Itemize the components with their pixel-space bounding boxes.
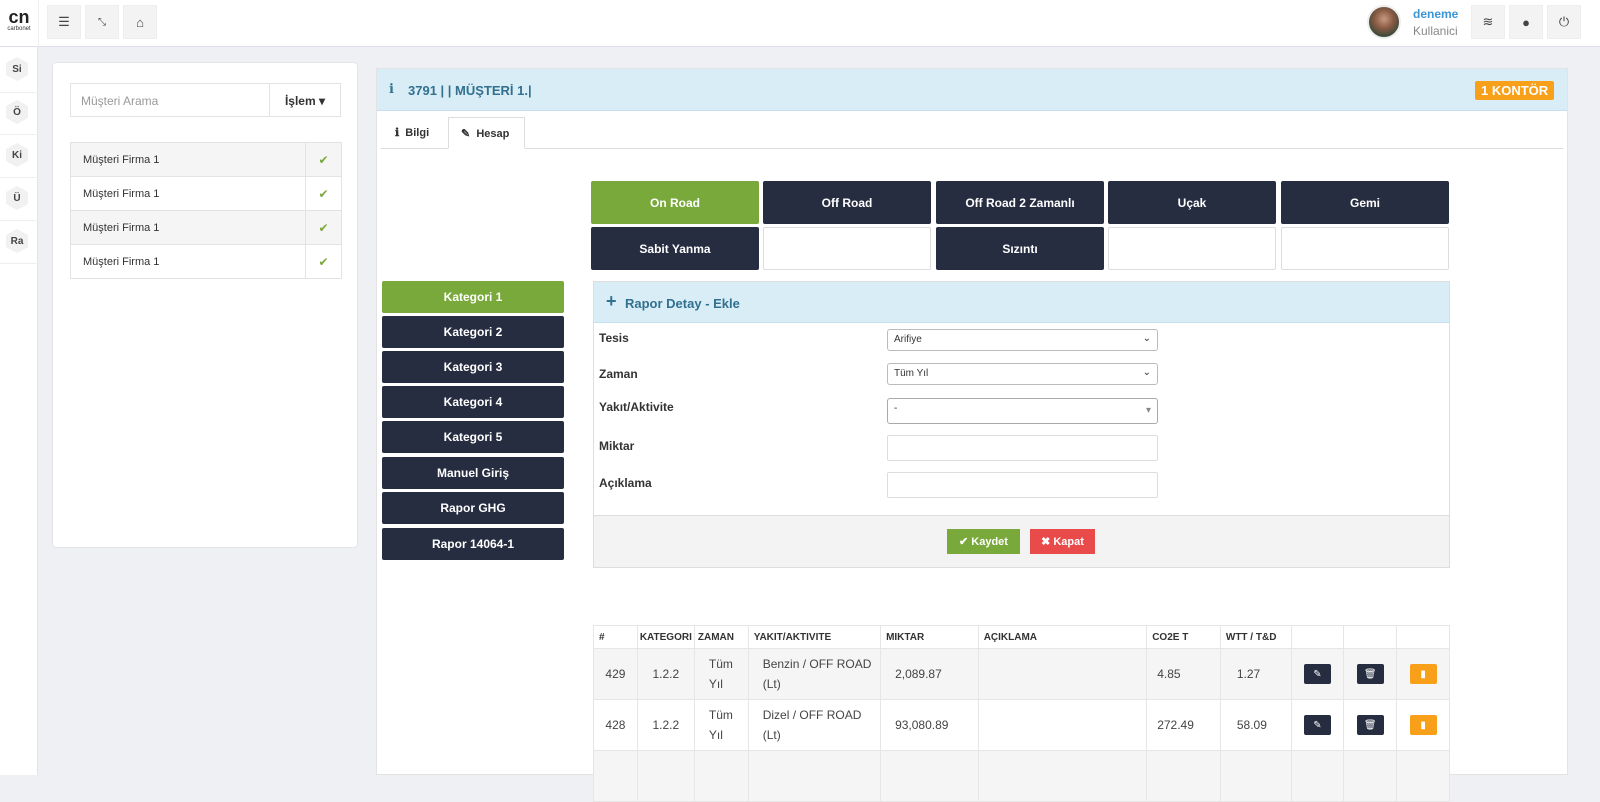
vehicle-leak[interactable]: Sızıntı <box>936 227 1104 270</box>
records-table: # KATEGORI ZAMAN YAKIT/AKTIVITE MIKTAR A… <box>593 625 1450 802</box>
vehicle-plane[interactable]: Uçak <box>1108 181 1276 224</box>
rail-item[interactable]: Ra <box>6 229 28 253</box>
miktar-input[interactable] <box>887 435 1158 461</box>
caret-down-icon: ▾ <box>1145 405 1151 416</box>
chevron-down-icon: ⌄ <box>1142 333 1151 344</box>
plus-icon: + <box>606 291 617 311</box>
category-5[interactable]: Kategori 5 <box>382 421 564 453</box>
check-icon: ✔ <box>305 177 341 210</box>
menu-button[interactable]: ☰ <box>47 5 81 39</box>
check-icon: ✔ <box>305 211 341 244</box>
logo: cn carbonet <box>7 7 31 32</box>
main-panel: ℹ 3791 | | MÜŞTERİ 1.| 1 KONTÖR ℹ Bilgi … <box>376 68 1568 802</box>
vehicle-empty <box>1108 227 1276 270</box>
tesis-select[interactable]: Arifiye ⌄ <box>887 329 1158 351</box>
rail-item[interactable]: Ü <box>6 186 28 210</box>
delete-button[interactable]: 🗑 <box>1356 664 1384 684</box>
avatar[interactable] <box>1367 5 1401 39</box>
user-name[interactable]: deneme <box>1413 7 1459 21</box>
home-icon: ⌂ <box>136 14 144 30</box>
layers-button[interactable]: ≋ <box>1471 5 1505 39</box>
table-row: 428 1.2.2 Tüm Yıl Dizel / OFF ROAD (Lt) … <box>593 699 1450 751</box>
close-button[interactable]: ✖ Kapat <box>1030 529 1095 554</box>
report-ghg[interactable]: Rapor GHG <box>382 492 564 524</box>
tab-hesap[interactable]: ✎ Hesap <box>448 117 525 149</box>
layers-icon: ≋ <box>1482 14 1494 29</box>
check-icon: ✔ <box>305 245 341 278</box>
page-title: 3791 | | MÜŞTERİ 1.| <box>408 83 532 98</box>
list-item[interactable]: Müşteri Firma 1 ✔ <box>70 245 342 279</box>
document-button[interactable]: ▮ <box>1409 664 1437 684</box>
save-button[interactable]: ✔ Kaydet <box>947 529 1020 554</box>
edit-button[interactable]: ✎ <box>1303 664 1331 684</box>
file-icon: ▮ <box>1420 719 1426 731</box>
info-icon: ℹ <box>389 81 394 96</box>
vehicle-stationary[interactable]: Sabit Yanma <box>591 227 759 270</box>
category-4[interactable]: Kategori 4 <box>382 386 564 418</box>
vehicle-empty <box>763 227 931 270</box>
manual-entry[interactable]: Manuel Giriş <box>382 457 564 489</box>
customer-list: Müşteri Firma 1 ✔ Müşteri Firma 1 ✔ Müşter… <box>70 142 342 279</box>
trash-icon: 🗑 <box>1363 668 1377 680</box>
vehicle-empty <box>1281 227 1449 270</box>
customer-panel: Müşteri Arama İşlem ▾ Müşteri Firma 1 ✔ M… <box>52 62 358 548</box>
check-icon: ✔ <box>305 143 341 176</box>
zaman-select[interactable]: Tüm Yıl ⌄ <box>887 363 1158 385</box>
globe-icon: ● <box>1522 14 1530 30</box>
delete-button[interactable]: 🗑 <box>1356 715 1384 735</box>
list-item[interactable]: Müşteri Firma 1 ✔ <box>70 211 342 245</box>
user-role: Kullanici <box>1413 24 1458 38</box>
panel-header: ℹ 3791 | | MÜŞTERİ 1.| 1 KONTÖR <box>377 69 1567 111</box>
category-3[interactable]: Kategori 3 <box>382 351 564 383</box>
globe-button[interactable]: ● <box>1509 5 1543 39</box>
action-dropdown[interactable]: İşlem ▾ <box>269 83 341 117</box>
power-button[interactable]: ⏻ <box>1547 5 1581 39</box>
chevron-down-icon: ⌄ <box>1142 367 1151 378</box>
report-form: + Rapor Detay - Ekle Tesis Arifiye ⌄ Zama… <box>593 281 1450 568</box>
form-title: Rapor Detay - Ekle <box>625 296 740 311</box>
top-bar: cn carbonet ☰ ⤡ ⌂ deneme Kullanici ≋ ● ⏻ <box>0 0 1600 47</box>
edit-button[interactable]: ✎ <box>1303 715 1331 735</box>
compress-icon: ⤡ <box>98 16 106 28</box>
table-row: 429 1.2.2 Tüm Yıl Benzin / OFF ROAD (Lt)… <box>593 648 1450 700</box>
vehicle-on-road[interactable]: On Road <box>591 181 759 224</box>
document-button[interactable]: ▮ <box>1409 715 1437 735</box>
aciklama-input[interactable] <box>887 472 1158 498</box>
tab-bilgi[interactable]: ℹ Bilgi <box>395 127 430 139</box>
file-icon: ▮ <box>1420 668 1426 680</box>
rail-item[interactable]: Ki <box>6 143 28 167</box>
report-14064[interactable]: Rapor 14064-1 <box>382 528 564 560</box>
rail-item[interactable]: Ö <box>6 100 28 124</box>
pencil-icon: ✎ <box>1313 668 1322 680</box>
customer-search-input[interactable]: Müşteri Arama <box>70 83 270 117</box>
power-icon: ⏻ <box>1558 14 1570 29</box>
rail-item[interactable]: Si <box>6 57 28 81</box>
pencil-icon: ✎ <box>1313 719 1322 731</box>
home-button[interactable]: ⌂ <box>123 5 157 39</box>
yakit-select[interactable]: - ▾ <box>887 398 1158 424</box>
list-item[interactable]: Müşteri Firma 1 ✔ <box>70 142 342 177</box>
vehicle-off-road-2[interactable]: Off Road 2 Zamanlı <box>936 181 1104 224</box>
category-2[interactable]: Kategori 2 <box>382 316 564 348</box>
vehicle-off-road[interactable]: Off Road <box>763 181 931 224</box>
side-rail: Si Ö Ki Ü Ra <box>0 47 38 775</box>
vehicle-ship[interactable]: Gemi <box>1281 181 1449 224</box>
compress-button[interactable]: ⤡ <box>85 5 119 39</box>
menu-icon: ☰ <box>58 14 70 29</box>
trash-icon: 🗑 <box>1363 719 1377 731</box>
credit-badge: 1 KONTÖR <box>1475 81 1555 100</box>
category-1[interactable]: Kategori 1 <box>382 281 564 313</box>
list-item[interactable]: Müşteri Firma 1 ✔ <box>70 177 342 211</box>
